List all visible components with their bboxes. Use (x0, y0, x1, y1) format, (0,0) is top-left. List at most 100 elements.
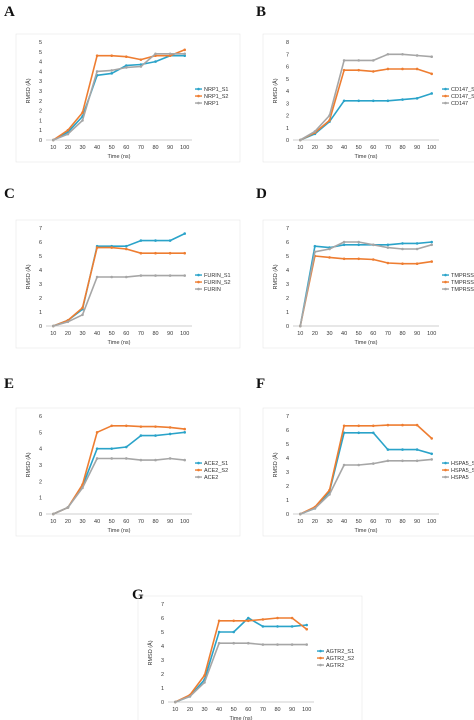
chart-panel-b: B 0 1 2 3 4 5 6 7 8 10 20 30 40 50 60 70 80 90 100 Time (ns)… (256, 4, 474, 163)
legend-entry: FURIN (204, 287, 221, 293)
data-point (154, 458, 157, 462)
x-tick-label: 20 (312, 331, 318, 337)
legend-entry: CD147 (451, 101, 468, 107)
x-tick-label: 80 (152, 519, 158, 525)
legend-marker (319, 649, 322, 653)
x-tick-label: 70 (385, 145, 391, 151)
y-tick-label: 6 (286, 65, 289, 71)
y-tick-label: 1 (39, 128, 42, 134)
y-tick-label: 4 (286, 268, 289, 274)
legend-marker (197, 101, 200, 105)
y-axis-label: RMSD (Å) (272, 78, 279, 103)
data-point (110, 457, 113, 460)
x-tick-label: 100 (302, 707, 311, 713)
y-tick-label: 3 (161, 658, 164, 664)
y-tick-label: 2 (39, 99, 42, 105)
y-tick-label: 3 (39, 463, 42, 469)
legend-marker (319, 663, 322, 667)
x-tick-label: 90 (167, 145, 173, 151)
data-point (52, 512, 55, 516)
data-point (110, 54, 113, 58)
x-tick-label: 80 (399, 331, 405, 337)
data-point (261, 625, 265, 628)
data-point (125, 275, 128, 279)
x-tick-label: 20 (312, 519, 318, 525)
data-point (125, 445, 128, 449)
data-point (183, 54, 186, 58)
chart-frame (15, 219, 241, 349)
x-tick-label: 40 (94, 519, 100, 525)
data-point (139, 251, 143, 255)
legend-marker (444, 273, 447, 277)
data-point (342, 59, 346, 62)
x-tick-label: 50 (356, 145, 362, 151)
x-tick-label: 40 (341, 331, 347, 337)
series-line-hspa5 (300, 458, 432, 515)
data-point (386, 246, 390, 249)
data-point (125, 55, 128, 58)
x-tick-label: 20 (65, 331, 71, 337)
chart-frame (15, 407, 241, 537)
data-point (415, 242, 419, 245)
legend-entry: CD147_S1 (451, 87, 474, 93)
data-point (305, 643, 309, 646)
data-point (232, 619, 235, 623)
data-point (386, 99, 390, 103)
x-tick-label: 90 (167, 331, 173, 337)
data-point (261, 618, 265, 621)
legend-entry: HSPA5_S1 (451, 461, 474, 467)
legend-marker (197, 87, 200, 91)
x-tick-label: 30 (79, 145, 85, 151)
y-tick-label: 1 (286, 498, 289, 504)
x-tick-label: 60 (370, 145, 376, 151)
data-point (430, 458, 434, 461)
data-point (313, 250, 317, 254)
legend-entry: ACE2_S1 (204, 461, 228, 467)
data-point (232, 641, 235, 645)
data-point (401, 98, 404, 101)
data-point (401, 262, 404, 266)
data-point (342, 243, 346, 247)
data-point (328, 247, 331, 251)
data-point (357, 59, 361, 62)
data-point (110, 447, 113, 450)
data-point (372, 258, 375, 261)
y-tick-label: 1 (39, 310, 42, 316)
x-tick-label: 40 (216, 707, 222, 713)
data-point (357, 257, 361, 261)
chart-panel-g: G 0 1 2 3 4 5 6 7 10 20 30 40 50 60 70 80 90 100 Time (ns) R… (132, 587, 363, 720)
x-axis-label: Time (ns) (354, 340, 377, 346)
data-point (168, 52, 172, 56)
data-point (372, 59, 375, 62)
data-point (328, 114, 331, 117)
data-point (430, 437, 434, 440)
data-point (125, 247, 128, 251)
data-point (154, 425, 157, 428)
series-line-hspa5_s2 (299, 424, 433, 515)
legend-marker (197, 273, 200, 277)
x-tick-label: 90 (414, 145, 420, 151)
data-point (81, 313, 84, 317)
data-point (372, 462, 375, 465)
x-tick-label: 30 (79, 331, 85, 337)
legend-entry: ACE2 (204, 475, 218, 481)
x-axis-label: Time (ns) (354, 528, 377, 534)
y-tick-label: 4 (286, 456, 289, 462)
x-tick-label: 30 (326, 519, 332, 525)
x-tick-label: 50 (231, 707, 237, 713)
chart-frame (15, 33, 241, 163)
data-point (342, 99, 346, 103)
y-tick-label: 4 (286, 89, 289, 95)
chart-frame (262, 219, 474, 349)
series-line-cd147_s2 (299, 68, 432, 141)
data-point (261, 643, 265, 646)
x-tick-label: 90 (414, 331, 420, 337)
chart-frame (137, 595, 363, 720)
y-tick-label: 4 (39, 268, 42, 274)
y-tick-label: 2 (39, 296, 42, 302)
y-tick-label: 2 (286, 296, 289, 302)
data-point (52, 324, 55, 328)
y-tick-label: 6 (286, 428, 289, 434)
x-tick-label: 70 (138, 519, 144, 525)
